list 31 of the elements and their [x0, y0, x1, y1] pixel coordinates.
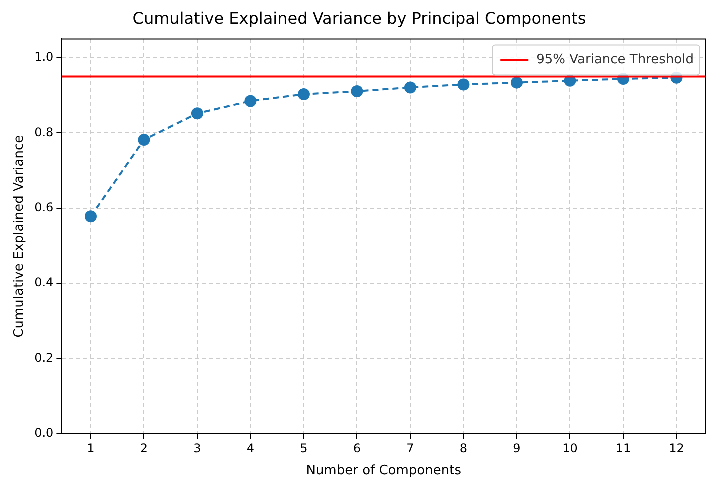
- chart-title: Cumulative Explained Variance by Principal Components: [132, 8, 586, 28]
- legend-label: 95% Variance Threshold: [536, 52, 694, 68]
- x-tick-label: 7: [406, 441, 414, 456]
- x-tick-label: 6: [353, 441, 362, 456]
- x-tick-label: 2: [140, 441, 148, 456]
- y-axis-title: Cumulative Explained Variance: [12, 135, 28, 338]
- point: [404, 82, 416, 94]
- y-tick-label: 0.4: [34, 276, 54, 290]
- x-tick-label: 11: [616, 441, 632, 456]
- point: [298, 88, 310, 100]
- point: [244, 95, 257, 108]
- x-tick-label: 1: [87, 441, 95, 456]
- x-tick-label: 4: [246, 441, 255, 456]
- point: [138, 134, 150, 146]
- x-tick-label: 8: [460, 441, 468, 456]
- point: [351, 85, 364, 98]
- x-axis-title: Number of Components: [306, 464, 462, 479]
- point: [458, 78, 470, 91]
- point: [191, 108, 204, 120]
- x-tick-label: 12: [669, 441, 684, 456]
- y-tick-label: 0.2: [34, 350, 54, 365]
- x-tick-label: 9: [513, 441, 521, 456]
- x-tick-label: 10: [562, 441, 578, 456]
- point: [510, 76, 523, 89]
- y-tick-label: 0.0: [34, 426, 54, 440]
- y-tick-label: 0.6: [34, 200, 54, 215]
- y-tick-label: 0.8: [34, 125, 54, 140]
- point: [84, 210, 97, 223]
- x-tick-label: 3: [194, 441, 202, 456]
- y-tick-label: 1.0: [34, 50, 54, 64]
- x-tick-label: 5: [300, 441, 308, 456]
